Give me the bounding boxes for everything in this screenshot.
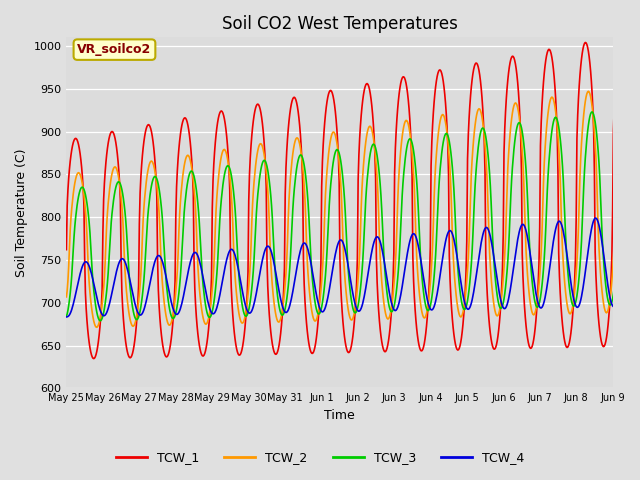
Text: VR_soilco2: VR_soilco2 (77, 43, 152, 56)
TCW_3 (97, 318, 104, 324)
TCW_4 (451, 240, 458, 245)
Y-axis label: Soil Temperature (C): Soil Temperature (C) (15, 149, 28, 277)
Line: TCW_1: TCW_1 (67, 42, 640, 359)
TCW_1 (132, 331, 140, 336)
TCW_2 (290, 145, 298, 151)
TCW_3 (239, 305, 246, 311)
Title: Soil CO2 West Temperatures: Soil CO2 West Temperatures (221, 15, 458, 33)
TCW_4 (238, 286, 246, 291)
TCW_3 (419, 282, 426, 288)
TCW_2 (63, 294, 70, 300)
TCW_3 (63, 313, 70, 319)
TCW_1 (616, 39, 624, 45)
TCW_3 (625, 104, 632, 109)
TCW_2 (268, 272, 275, 278)
TCW_4 (289, 288, 297, 294)
TCW_2 (132, 318, 140, 324)
Line: TCW_2: TCW_2 (67, 85, 640, 327)
TCW_2 (239, 320, 246, 326)
TCW_3 (452, 219, 460, 225)
X-axis label: Time: Time (324, 409, 355, 422)
TCW_1 (452, 341, 460, 347)
TCW_4 (418, 264, 426, 270)
Legend: TCW_1, TCW_2, TCW_3, TCW_4: TCW_1, TCW_2, TCW_3, TCW_4 (111, 446, 529, 469)
TCW_4 (63, 314, 70, 320)
TCW_1 (90, 356, 98, 361)
Line: TCW_4: TCW_4 (67, 215, 640, 317)
TCW_3 (290, 195, 298, 201)
TCW_3 (268, 203, 275, 208)
TCW_4 (628, 212, 636, 218)
TCW_4 (267, 247, 275, 253)
TCW_1 (63, 247, 70, 252)
TCW_1 (239, 343, 246, 349)
TCW_3 (132, 316, 140, 322)
TCW_1 (268, 336, 275, 341)
TCW_1 (419, 347, 426, 352)
TCW_1 (290, 95, 298, 100)
Line: TCW_3: TCW_3 (67, 107, 640, 321)
TCW_2 (621, 83, 628, 88)
TCW_4 (131, 300, 139, 306)
TCW_2 (452, 285, 460, 290)
TCW_2 (93, 324, 100, 330)
TCW_2 (419, 312, 426, 318)
